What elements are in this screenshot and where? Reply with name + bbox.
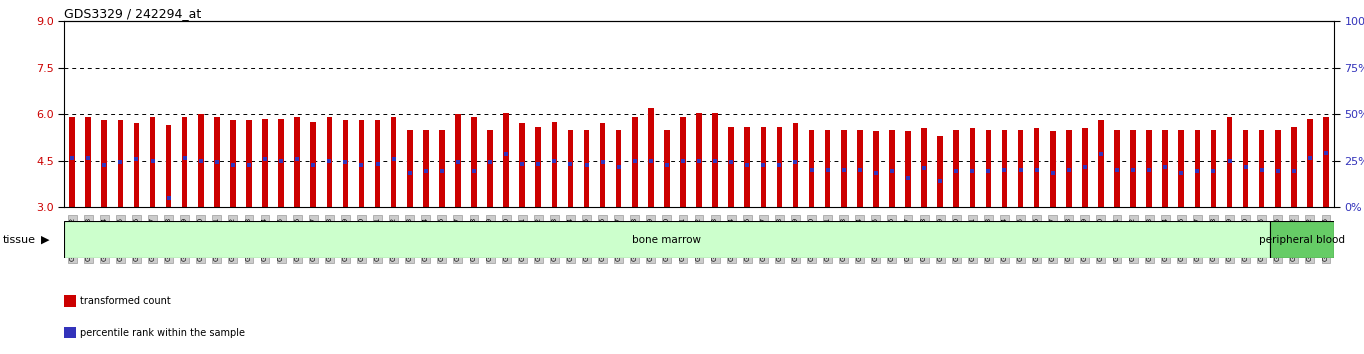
Bar [1131, 130, 1136, 207]
Bar [600, 124, 606, 207]
Bar [937, 136, 943, 207]
Bar [134, 124, 139, 207]
Bar [1114, 130, 1120, 207]
Bar [536, 127, 542, 207]
Bar [423, 130, 428, 207]
Bar [1146, 130, 1153, 207]
Bar [584, 130, 589, 207]
Bar [842, 130, 847, 207]
Bar [1195, 130, 1200, 207]
Bar [262, 119, 267, 207]
Bar [214, 117, 220, 207]
Bar [150, 117, 155, 207]
Bar [70, 117, 75, 207]
Bar [439, 130, 445, 207]
Bar [311, 122, 316, 207]
Bar [632, 117, 637, 207]
Bar [648, 108, 653, 207]
Bar [617, 130, 622, 207]
Bar [1275, 130, 1281, 207]
Bar [166, 125, 172, 207]
Bar [1082, 128, 1087, 207]
Bar [375, 120, 381, 207]
Bar [970, 128, 975, 207]
Bar [1226, 117, 1232, 207]
Bar [1211, 130, 1217, 207]
Bar [1178, 130, 1184, 207]
Bar [664, 130, 670, 207]
Text: peripheral blood: peripheral blood [1259, 235, 1345, 245]
Text: percentile rank within the sample: percentile rank within the sample [80, 328, 246, 338]
Bar [809, 130, 814, 207]
Bar [681, 117, 686, 207]
Bar [1050, 131, 1056, 207]
Bar [359, 120, 364, 207]
Bar [278, 119, 284, 207]
Bar [1243, 130, 1248, 207]
Bar [1065, 130, 1072, 207]
Bar [1162, 130, 1168, 207]
Bar [761, 127, 767, 207]
Bar [1270, 221, 1334, 258]
Bar [117, 120, 123, 207]
Bar [1307, 119, 1312, 207]
Bar [1018, 130, 1023, 207]
Bar [792, 124, 798, 207]
Bar [745, 127, 750, 207]
Bar [231, 120, 236, 207]
Bar [181, 117, 187, 207]
Bar [873, 131, 878, 207]
Bar [1001, 130, 1007, 207]
Bar [712, 113, 717, 207]
Text: transformed count: transformed count [80, 296, 172, 306]
Bar [503, 113, 509, 207]
Bar [1259, 130, 1264, 207]
Text: GDS3329 / 242294_at: GDS3329 / 242294_at [64, 7, 202, 20]
Bar [728, 127, 734, 207]
Bar [101, 120, 108, 207]
Bar [1098, 120, 1103, 207]
Text: tissue: tissue [3, 235, 35, 245]
Bar [825, 130, 831, 207]
Bar [889, 130, 895, 207]
Bar [246, 120, 252, 207]
Bar [696, 113, 702, 207]
Bar [1034, 128, 1039, 207]
Text: ▶: ▶ [41, 235, 49, 245]
Text: bone marrow: bone marrow [633, 235, 701, 245]
Bar [567, 130, 573, 207]
Bar [1290, 127, 1297, 207]
Bar [86, 117, 91, 207]
Bar [326, 117, 333, 207]
Bar [342, 120, 348, 207]
Bar [456, 114, 461, 207]
Bar [906, 131, 911, 207]
Bar [921, 128, 928, 207]
Bar [471, 117, 477, 207]
Bar [487, 130, 492, 207]
Bar [953, 130, 959, 207]
Bar [198, 114, 203, 207]
Bar [1323, 117, 1329, 207]
Bar [551, 122, 557, 207]
Bar [520, 124, 525, 207]
Bar [986, 130, 992, 207]
Bar [295, 117, 300, 207]
Bar [776, 127, 782, 207]
Bar [391, 117, 397, 207]
Bar [857, 130, 862, 207]
Bar [406, 130, 412, 207]
